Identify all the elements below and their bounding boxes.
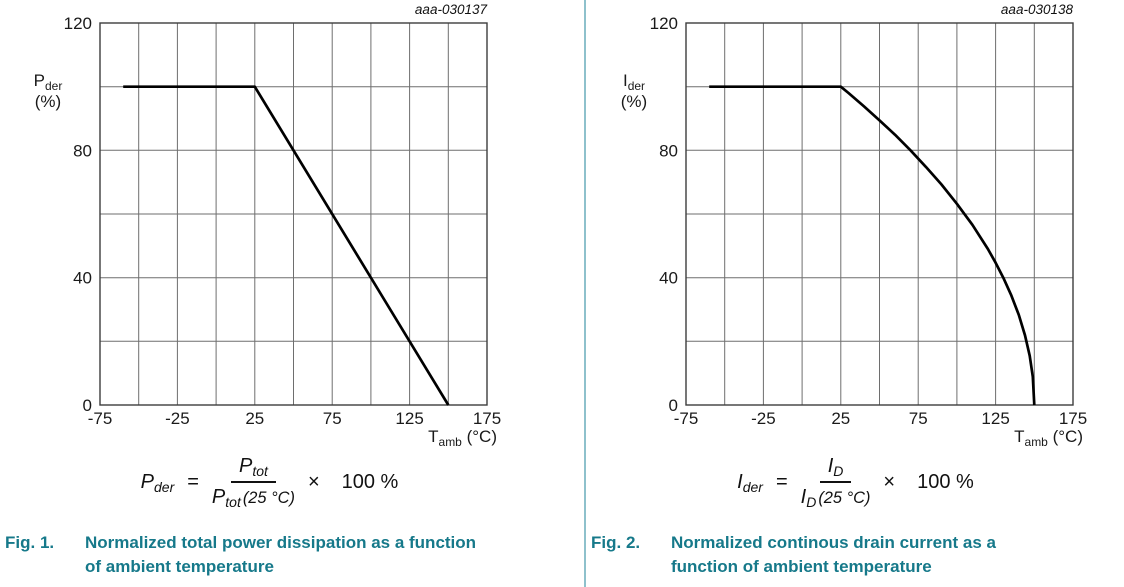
x-tick-label: 175 [473, 409, 501, 428]
power-derating-chart: -75 -25 25 75 125 175 0 40 80 120 aaa-030137 [64, 2, 502, 428]
current-derating-formula: Ider = ID ID (25 °C) × 100 % [586, 455, 1124, 509]
x-axis-title: Tamb (°C) [428, 427, 497, 449]
figure-2-panel: -75 -25 25 75 125 175 0 40 80 120 aaa-030138 Ider … [586, 0, 1124, 587]
x-tick-label: 25 [831, 409, 850, 428]
x-tick-label: -25 [165, 409, 190, 428]
figure-number: Fig. 2. [591, 533, 641, 552]
fraction-numerator: ID [819, 455, 852, 483]
formula-result: 100 % [917, 470, 974, 493]
figure-2-caption: Fig. 2. Normalized continous drain curre… [591, 531, 1063, 579]
x-tick-label: -75 [88, 409, 113, 428]
x-tick-label: -75 [674, 409, 699, 428]
panel-divider [584, 0, 586, 587]
equals-sign: = [775, 470, 788, 493]
figure-number: Fig. 1. [5, 533, 55, 552]
multiply-sign: × [307, 470, 320, 493]
x-tick-label: 175 [1059, 409, 1087, 428]
y-axis-unit: (%) [34, 92, 62, 111]
x-tick-label: 125 [395, 409, 423, 428]
plot-id-label: aaa-030137 [415, 2, 488, 17]
y-tick-label: 0 [83, 396, 92, 415]
y-tick-label: 40 [659, 269, 678, 288]
x-tick-label: 25 [245, 409, 264, 428]
y-tick-label: 40 [73, 269, 92, 288]
x-tick-label: 75 [323, 409, 342, 428]
power-derating-formula: Pder = Ptot Ptot (25 °C) × 100 % [0, 455, 539, 509]
figure-1-caption: Fig. 1. Normalized total power dissipati… [5, 531, 477, 579]
derating-curve [123, 85, 450, 406]
x-axis-title: Tamb (°C) [1014, 427, 1083, 449]
y-tick-label: 80 [73, 141, 92, 160]
figure-caption-text: Normalized total power dissipation as a … [85, 533, 477, 576]
y-tick-label: 80 [659, 141, 678, 160]
x-tick-label: -25 [751, 409, 776, 428]
fraction-denominator: ID (25 °C) [800, 486, 871, 510]
fraction: Ptot Ptot (25 °C) [212, 455, 295, 509]
y-axis-title: Ider (%) [602, 70, 666, 112]
fraction-denominator: Ptot (25 °C) [211, 486, 295, 510]
current-derating-chart: -75 -25 25 75 125 175 0 40 80 120 aaa-030138 [650, 2, 1088, 428]
plot-id-label: aaa-030138 [1001, 2, 1074, 17]
plot-frame [685, 22, 1074, 406]
y-axis-title: Pder (%) [16, 70, 80, 112]
y-tick-label: 0 [669, 396, 678, 415]
multiply-sign: × [883, 470, 896, 493]
formula-lhs: Pder [140, 470, 175, 495]
formula-lhs: Ider [737, 470, 763, 495]
formula-result: 100 % [341, 470, 399, 493]
fraction: ID ID (25 °C) [801, 455, 871, 509]
y-axis-symbol: Ider [622, 71, 646, 93]
x-tick-label: 125 [981, 409, 1009, 428]
y-axis-symbol: Pder [33, 71, 63, 93]
y-axis-unit: (%) [620, 92, 648, 111]
derating-curve [709, 85, 1036, 406]
y-tick-label: 120 [650, 14, 678, 33]
fraction-numerator: Ptot [230, 455, 276, 483]
x-tick-label: 75 [909, 409, 928, 428]
figure-caption-text: Normalized continous drain current as a … [671, 533, 996, 576]
plot-frame [99, 22, 488, 406]
figure-1-panel: -75 -25 25 75 125 175 0 40 80 120 aaa-030137 Pder … [0, 0, 539, 587]
equals-sign: = [187, 470, 199, 493]
y-tick-label: 120 [64, 14, 92, 33]
